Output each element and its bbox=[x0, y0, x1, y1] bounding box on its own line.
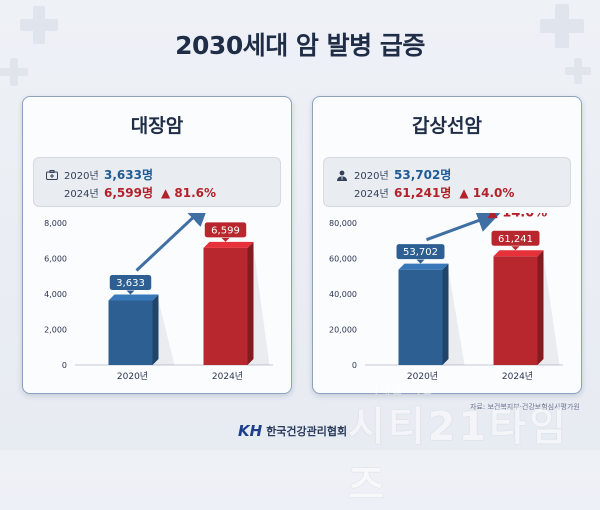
year-label: 2024년 bbox=[64, 189, 99, 200]
bar bbox=[108, 300, 153, 365]
bar-top bbox=[108, 294, 159, 301]
watermark-title: 시티21타임즈 bbox=[348, 404, 569, 508]
bar-top bbox=[493, 250, 544, 257]
data-label-pointer bbox=[416, 259, 425, 264]
y-tick-label: 0 bbox=[352, 361, 357, 370]
stat-row-2024: 2024년 6,599명 ▲ 81.6% bbox=[64, 184, 216, 201]
bar-top bbox=[203, 241, 254, 248]
change-badge: ▲ 14.0% bbox=[459, 185, 515, 200]
data-label-pointer bbox=[126, 290, 135, 295]
panel-title: 갑상선암 bbox=[412, 115, 482, 137]
page-title: 2030세대 암 발병 급증 bbox=[175, 31, 425, 60]
stat-row-2024: 2024년 61,241명 ▲ 14.0% bbox=[354, 184, 514, 201]
y-tick-label: 40,000 bbox=[329, 290, 357, 299]
bar-top bbox=[398, 263, 449, 270]
colorectal-cancer-panel: 대장암 2020년 3,633명 2024년 6,599명 ▲ 81.6% 0 2… bbox=[22, 96, 292, 394]
value-2024: 61,241명 bbox=[394, 186, 452, 200]
growth-annotation: ▲ 14.0% bbox=[488, 213, 548, 220]
panel-title: 대장암 bbox=[130, 115, 184, 137]
y-tick-label: 80,000 bbox=[329, 219, 357, 228]
medical-cross-decoration bbox=[20, 6, 58, 44]
data-label: 61,241 bbox=[498, 234, 533, 245]
bar-side bbox=[442, 263, 449, 365]
data-label-pointer bbox=[511, 246, 520, 251]
value-2024: 6,599명 bbox=[104, 186, 153, 200]
y-tick-label: 2,000 bbox=[44, 326, 67, 335]
growth-arrow bbox=[425, 213, 502, 242]
organization-name: 한국건강관리협회 bbox=[266, 425, 348, 438]
stat-summary-box: 2020년 3,633명 2024년 6,599명 ▲ 81.6% bbox=[33, 157, 281, 207]
year-label: 2020년 bbox=[354, 171, 389, 182]
value-2020: 3,633명 bbox=[104, 168, 153, 182]
data-label: 6,599 bbox=[211, 225, 240, 236]
x-tick-label: 2020년 bbox=[117, 371, 148, 382]
data-label-pointer bbox=[221, 237, 230, 242]
thyroid-cancer-panel: 갑상선암 2020년 53,702명 2024년 61,241명 ▲ 14.0%… bbox=[312, 96, 582, 394]
change-badge: ▲ 81.6% bbox=[161, 185, 217, 200]
stat-row-2020: 2020년 3,633명 bbox=[46, 166, 153, 183]
thyroid-bar-chart: 0 20,000 40,000 60,000 80,000 53,702 2020년 61,2… bbox=[329, 213, 563, 382]
watermark-subtitle: 미래를 여는 bbox=[368, 383, 435, 396]
bar bbox=[493, 256, 538, 365]
y-tick-label: 60,000 bbox=[329, 255, 357, 264]
growth-arrow bbox=[135, 213, 210, 272]
x-tick-label: 2020년 bbox=[407, 371, 438, 382]
year-label: 2020년 bbox=[64, 171, 99, 182]
bar bbox=[398, 269, 443, 365]
bar-side bbox=[152, 294, 159, 365]
publisher-watermark: 미래를 여는 시티21타임즈 bbox=[318, 378, 600, 508]
medical-cross-decoration bbox=[0, 58, 28, 86]
source-note: 자료: 보건복지부·건강보험심사평가원 bbox=[470, 403, 580, 411]
bar-side bbox=[537, 250, 544, 365]
data-label: 53,702 bbox=[403, 247, 438, 258]
bar-side bbox=[247, 241, 254, 365]
medical-cross-decoration bbox=[565, 58, 591, 84]
doctor-icon bbox=[336, 170, 348, 181]
x-tick-label: 2024년 bbox=[502, 371, 533, 382]
y-tick-label: 0 bbox=[62, 361, 67, 370]
stat-summary-box: 2020년 53,702명 2024년 61,241명 ▲ 14.0% bbox=[323, 157, 571, 207]
y-tick-label: 4,000 bbox=[44, 290, 67, 299]
organization-logo: KH bbox=[238, 422, 263, 440]
stat-row-2020: 2020년 53,702명 bbox=[336, 166, 451, 183]
data-label-badge bbox=[395, 243, 446, 261]
data-label: 3,633 bbox=[116, 278, 145, 289]
y-tick-label: 8,000 bbox=[44, 219, 67, 228]
colorectal-bar-chart: 0 2,000 4,000 6,000 8,000 3,633 2020년 6,599 2024… bbox=[44, 213, 273, 382]
briefcase-medical-icon bbox=[46, 169, 58, 180]
bar bbox=[203, 247, 248, 365]
year-label: 2024년 bbox=[354, 189, 389, 200]
value-2020: 53,702명 bbox=[394, 168, 452, 182]
y-tick-label: 6,000 bbox=[44, 255, 67, 264]
y-tick-label: 20,000 bbox=[329, 326, 357, 335]
medical-cross-decoration bbox=[540, 4, 584, 48]
x-tick-label: 2024년 bbox=[212, 371, 243, 382]
organization-credit: KH 한국건강관리협회 bbox=[238, 422, 347, 440]
